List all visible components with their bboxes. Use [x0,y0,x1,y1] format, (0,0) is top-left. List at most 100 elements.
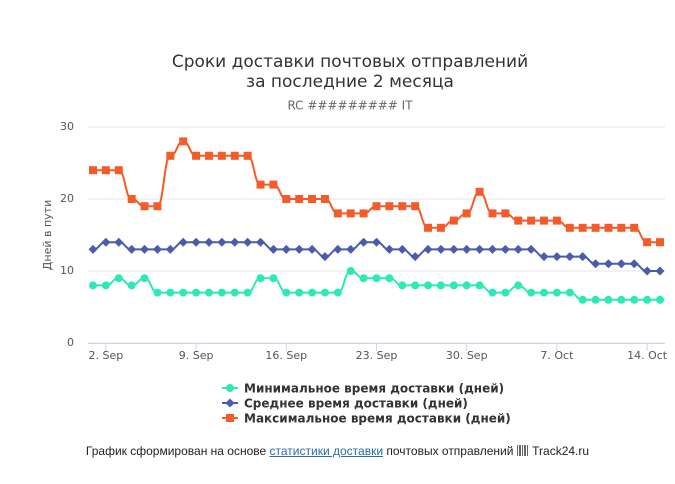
data-point [501,288,510,297]
legend-label: Максимальное время доставки (дней) [244,412,511,426]
x-tick-label: 16. Sep [265,349,307,362]
data-point [630,295,639,304]
data-point [462,244,472,254]
data-point [320,195,329,203]
data-point [101,166,110,175]
data-point [655,266,665,276]
data-point [127,281,136,290]
data-point [282,195,291,203]
data-point [346,267,355,275]
data-point [591,223,600,232]
data-point [617,295,626,304]
barcode-icon [516,445,529,456]
data-point [488,288,497,297]
data-point [617,223,626,232]
data-point [449,216,458,225]
data-point [152,244,162,254]
data-point [656,238,664,247]
data-point [410,252,420,262]
legend-marker [225,398,235,408]
data-point [591,295,600,304]
data-point [359,237,369,247]
data-point [591,259,601,269]
data-point [552,216,561,225]
y-tick-label: 20 [60,192,74,205]
data-point [424,281,433,290]
data-point [192,288,201,297]
data-point [333,209,342,218]
data-point [578,295,587,304]
data-point [501,209,510,218]
data-point [127,244,137,254]
data-point [500,244,510,254]
data-point [204,237,214,247]
data-point [397,244,407,254]
data-point [153,288,162,297]
y-tick-label: 10 [60,264,74,277]
data-point [475,187,484,196]
data-point [552,288,561,297]
x-tick-label: 7. Oct [540,349,574,362]
data-point [217,237,227,247]
data-point [488,209,497,218]
data-point [166,288,175,297]
footer-site: Track24.ru [532,444,590,458]
data-point [165,244,175,254]
data-point [359,274,368,283]
series-line [93,140,661,244]
data-point [411,202,420,211]
data-point [114,274,123,283]
data-point [372,237,381,247]
data-point [178,237,188,247]
data-point [514,216,523,225]
data-point [385,202,394,211]
data-point [88,244,98,254]
data-point [127,195,136,203]
data-point [320,288,329,297]
data-point [217,151,226,160]
x-tick-label: 9. Sep [179,349,214,362]
data-point [140,244,150,254]
footer-link[interactable]: статистики доставки [269,444,384,458]
data-point [539,252,549,262]
data-point [230,237,240,247]
data-point [629,259,639,269]
data-point [436,244,446,254]
legend-label: Минимальное время доставки (дней) [244,382,504,396]
data-point [616,259,626,269]
data-point [230,288,239,297]
data-point [604,295,613,304]
data-point [372,202,381,211]
y-axis-title: Дней в пути [41,200,54,270]
data-point [191,237,201,247]
data-point [333,288,342,297]
x-tick-label: 14. Oct [627,349,668,362]
data-point [204,288,213,297]
data-point [398,281,407,290]
data-point [308,288,317,297]
data-point [101,237,111,247]
data-point [436,223,445,232]
data-point [256,180,265,189]
data-point [656,295,664,304]
data-point [89,166,97,175]
data-point [540,288,549,297]
data-point [565,223,574,232]
y-tick-label: 0 [67,336,74,349]
footer-text: почтовых отправлений [386,444,514,458]
data-point [243,151,252,160]
data-point [256,237,266,247]
chart-title: за последние 2 месяца [246,72,454,92]
data-point [552,252,562,262]
data-point [192,151,201,160]
data-point [436,281,445,290]
x-tick-label: 2. Sep [89,349,124,362]
footer-text: График сформирован на основе [85,444,267,458]
data-point [294,244,304,254]
data-point [346,244,356,254]
data-point [153,202,162,211]
data-point [411,281,420,290]
data-point [243,288,252,297]
data-point [462,209,471,218]
